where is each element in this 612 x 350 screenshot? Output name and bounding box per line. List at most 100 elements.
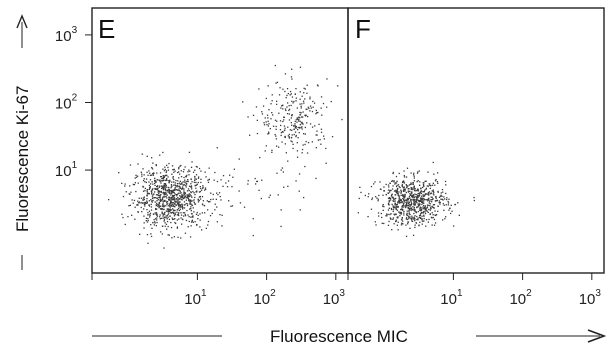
data-point — [157, 191, 159, 193]
data-point — [148, 181, 150, 183]
data-point — [426, 210, 428, 212]
data-point — [291, 100, 293, 102]
data-point — [457, 202, 459, 204]
data-point — [177, 193, 179, 195]
data-point — [185, 182, 187, 184]
data-point — [286, 88, 289, 90]
data-point — [181, 194, 183, 196]
data-point — [154, 184, 156, 186]
data-point — [210, 192, 212, 194]
data-point — [161, 233, 163, 235]
data-point — [421, 220, 423, 222]
data-point — [141, 175, 143, 177]
data-point — [411, 202, 413, 205]
data-point — [134, 206, 136, 208]
data-point — [176, 214, 178, 216]
data-point — [306, 108, 308, 110]
data-point — [180, 217, 182, 219]
data-point — [159, 191, 161, 193]
data-point — [148, 193, 150, 195]
data-point — [190, 183, 192, 185]
data-point — [194, 203, 197, 205]
data-point — [187, 194, 189, 196]
data-point — [150, 224, 152, 226]
data-point — [165, 184, 167, 186]
data-point — [153, 172, 155, 174]
data-point — [281, 141, 283, 143]
data-point — [402, 180, 404, 183]
data-point — [187, 188, 190, 190]
data-point — [180, 164, 182, 167]
data-point — [394, 207, 396, 209]
data-point — [177, 192, 180, 194]
data-point — [417, 217, 419, 219]
data-point — [388, 200, 391, 202]
data-point — [414, 218, 416, 220]
data-point — [122, 216, 124, 219]
data-point — [397, 206, 399, 208]
data-point — [171, 181, 173, 183]
data-point — [145, 217, 148, 219]
data-point — [163, 220, 165, 222]
data-point — [393, 200, 395, 202]
data-point — [283, 125, 286, 127]
data-point — [156, 214, 158, 216]
data-point — [268, 123, 270, 125]
data-point — [299, 111, 301, 114]
data-point — [417, 206, 419, 208]
data-point — [419, 209, 422, 211]
data-point — [179, 206, 181, 208]
data-point — [287, 126, 289, 128]
data-point — [395, 182, 398, 184]
data-point — [389, 217, 391, 219]
data-point — [129, 185, 131, 187]
data-point — [187, 214, 189, 216]
data-point — [437, 182, 439, 184]
data-point — [427, 200, 429, 202]
data-point — [413, 206, 415, 209]
data-point — [172, 176, 174, 178]
data-point — [280, 225, 282, 228]
data-point — [195, 174, 198, 176]
data-point — [184, 166, 186, 168]
data-point — [383, 190, 385, 192]
data-point — [267, 125, 269, 127]
data-point — [414, 188, 416, 190]
data-point — [401, 206, 403, 208]
data-point — [293, 128, 295, 130]
data-point — [165, 210, 167, 212]
data-point — [157, 203, 159, 206]
data-point — [174, 221, 176, 224]
data-point — [395, 220, 397, 223]
data-point — [295, 88, 297, 90]
data-point — [171, 211, 174, 214]
data-point — [140, 171, 142, 173]
data-point — [358, 197, 360, 200]
data-point — [282, 120, 284, 123]
data-point — [199, 198, 202, 200]
data-point — [256, 180, 259, 183]
data-point — [272, 114, 274, 116]
data-point — [410, 209, 412, 212]
data-point — [213, 179, 215, 181]
data-point — [184, 232, 187, 234]
data-point — [396, 192, 398, 194]
data-point — [427, 192, 430, 194]
data-point — [284, 143, 286, 145]
data-point — [439, 195, 442, 197]
data-point — [166, 174, 168, 176]
data-point — [207, 181, 210, 183]
data-point — [287, 160, 289, 162]
data-point — [412, 196, 414, 198]
data-point — [417, 194, 419, 196]
data-point — [390, 199, 392, 201]
data-point — [136, 204, 139, 206]
data-point — [124, 223, 126, 226]
data-point — [186, 194, 188, 196]
data-point — [416, 181, 418, 183]
data-point — [413, 201, 415, 204]
data-point — [220, 199, 222, 201]
data-point — [387, 202, 390, 204]
data-point — [168, 192, 171, 195]
data-point — [166, 201, 168, 204]
